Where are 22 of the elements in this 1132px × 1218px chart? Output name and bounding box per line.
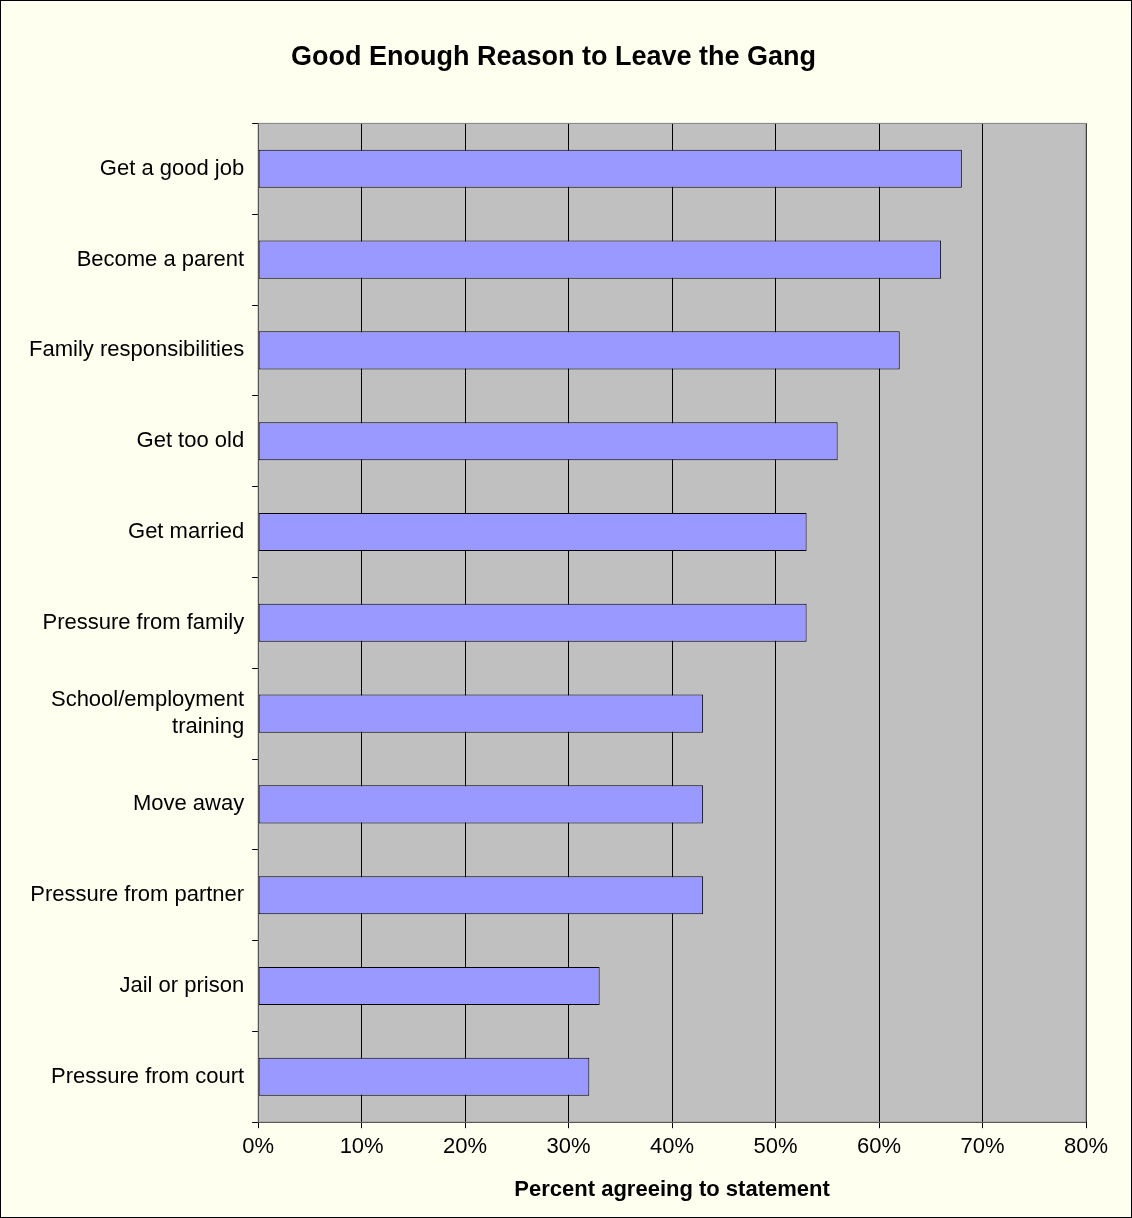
y-tick-label: Become a parent (76, 245, 245, 271)
x-tick-label: 60% (857, 1133, 902, 1159)
x-tick-label: 70% (960, 1133, 1005, 1159)
y-tick-label: Move away (132, 790, 245, 816)
y-tick-label: Family responsibilities (28, 336, 245, 362)
y-tick-label: Jail or prison (119, 972, 245, 998)
y-tick-label: Get a good job (99, 154, 245, 180)
chart-title: Good Enough Reason to Leave the Gang (290, 40, 817, 71)
x-tick-label: 50% (753, 1133, 798, 1159)
y-tick-label: Pressure from family (42, 608, 245, 634)
x-axis-title: Percent agreeing to statement (514, 1175, 831, 1201)
x-tick-label: 10% (339, 1133, 384, 1159)
y-tick-label: Pressure from partner (30, 881, 245, 907)
y-tick-label: School/employment training (50, 686, 245, 738)
y-tick-label: Get married (128, 518, 245, 544)
y-tick-label: Get too old (136, 427, 245, 453)
y-tick-label: Pressure from court (51, 1062, 245, 1088)
x-tick-label: 80% (1063, 1133, 1109, 1159)
x-tick-label: 30% (546, 1133, 591, 1159)
x-tick-label: 20% (443, 1133, 488, 1159)
x-tick-label: 0% (242, 1133, 275, 1159)
x-tick-label: 40% (650, 1133, 695, 1159)
